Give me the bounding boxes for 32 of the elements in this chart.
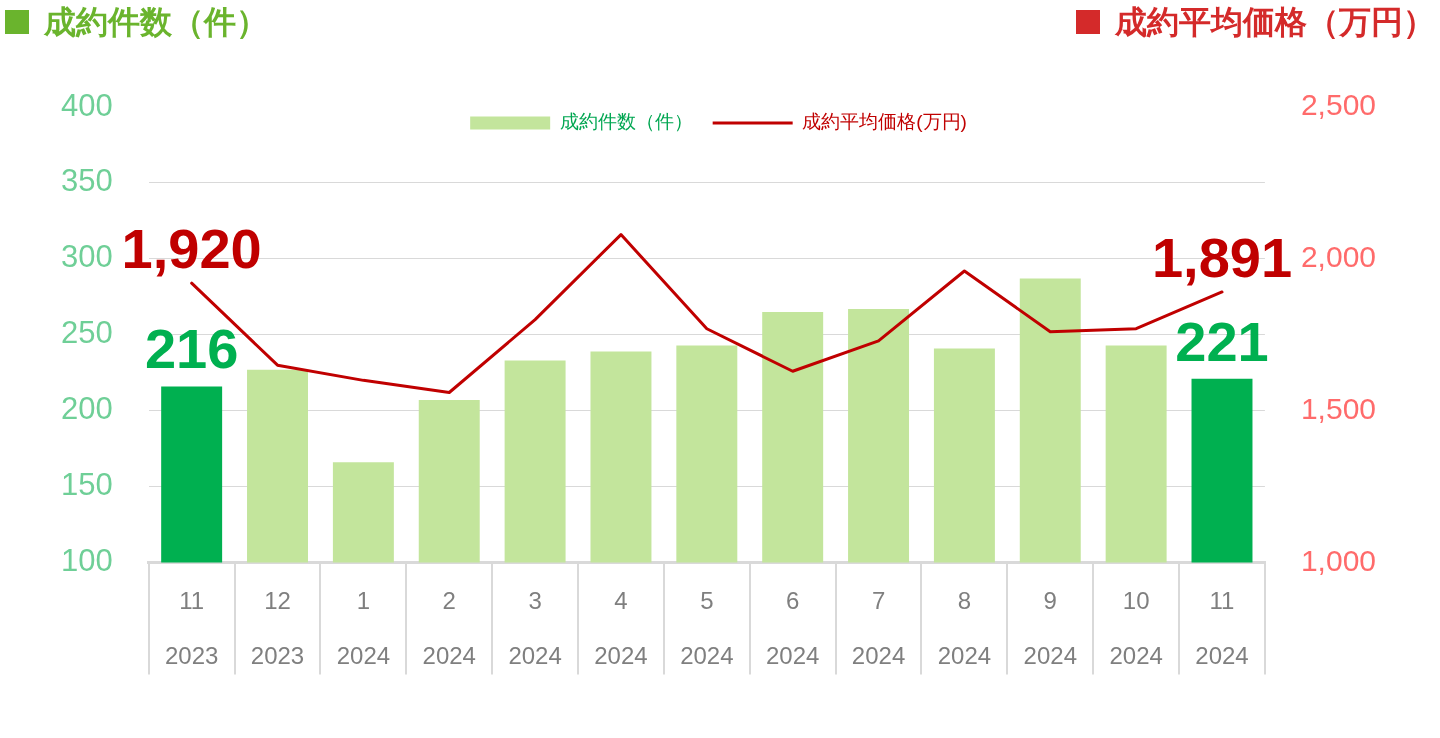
x-tick-label: 11 2024: [1195, 586, 1249, 670]
legend-label: 成約平均価格(万円): [802, 111, 967, 133]
y-tick-label: 200: [60, 391, 113, 427]
x-tick-label: 10 2024: [1109, 586, 1163, 670]
data-label: 1,891: [1151, 225, 1293, 289]
x-tick-label: 2 2024: [422, 586, 476, 670]
y2-tick-label: 1,000: [1300, 543, 1376, 577]
y-tick-label: 250: [60, 315, 113, 351]
y2-tick-label: 2,500: [1300, 88, 1376, 122]
data-label: 221: [1175, 309, 1269, 373]
legend-label: 成約件数（件）: [559, 111, 693, 133]
y-tick-label: 350: [60, 163, 113, 199]
x-tick-label: 4 2024: [594, 586, 648, 670]
y2-tick-label: 2,000: [1300, 240, 1376, 274]
data-label: 216: [144, 317, 239, 381]
x-tick-label: 9 2024: [1023, 586, 1077, 670]
x-tick-label: 6 2024: [765, 586, 820, 670]
y-tick-label: 100: [60, 543, 113, 579]
x-tick-label: 11 2023: [164, 586, 219, 670]
data-label: 1,920: [121, 217, 262, 281]
y-tick-label: 150: [60, 467, 113, 503]
y-tick-label: 300: [60, 239, 113, 275]
x-tick-label: 8 2024: [937, 586, 992, 670]
x-tick-label: 7 2024: [851, 586, 906, 670]
x-tick-label: 3 2024: [508, 586, 562, 670]
y-tick-label: 400: [60, 87, 113, 123]
y2-tick-label: 1,500: [1300, 392, 1376, 425]
y-axis-title: 成約件数（件）: [44, 3, 268, 41]
x-tick-label: 1 2024: [336, 586, 391, 670]
y2-axis-title: 成約平均価格（万円）: [1115, 3, 1435, 41]
x-tick-label: 5 2024: [680, 586, 734, 670]
x-tick-label: 12 2023: [250, 586, 305, 670]
